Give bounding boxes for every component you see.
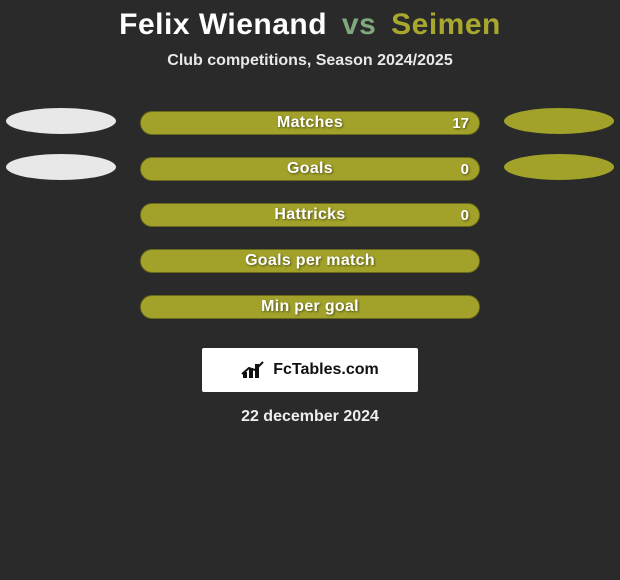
stat-row: Matches17 (0, 100, 620, 146)
stat-bar: Matches17 (140, 111, 480, 135)
stat-bar: Goals per match (140, 249, 480, 273)
stat-row: Min per goal (0, 284, 620, 330)
stat-bar: Min per goal (140, 295, 480, 319)
player2-marker (504, 108, 614, 134)
subtitle: Club competitions, Season 2024/2025 (0, 52, 620, 70)
stat-value-right: 17 (452, 112, 469, 134)
stat-row: Goals per match (0, 238, 620, 284)
stat-value-right: 0 (461, 158, 469, 180)
stats-rows: Matches17Goals0Hattricks0Goals per match… (0, 100, 620, 330)
player1-marker (6, 108, 116, 134)
vs-text: vs (342, 8, 376, 41)
stat-label: Matches (141, 112, 479, 134)
source-badge: FcTables.com (202, 348, 418, 392)
stat-label: Hattricks (141, 204, 479, 226)
badge-text: FcTables.com (273, 361, 379, 379)
stat-label: Goals per match (141, 250, 479, 272)
stat-row: Hattricks0 (0, 192, 620, 238)
stat-bar: Hattricks0 (140, 203, 480, 227)
stat-bar: Goals0 (140, 157, 480, 181)
player1-marker (6, 154, 116, 180)
stat-value-right: 0 (461, 204, 469, 226)
stat-label: Goals (141, 158, 479, 180)
player2-name: Seimen (391, 8, 501, 41)
date-text: 22 december 2024 (0, 408, 620, 426)
comparison-widget: Felix Wienand vs Seimen Club competition… (0, 0, 620, 426)
player1-name: Felix Wienand (119, 8, 327, 41)
stat-row: Goals0 (0, 146, 620, 192)
player2-marker (504, 154, 614, 180)
stat-label: Min per goal (141, 296, 479, 318)
chart-icon (241, 360, 267, 380)
page-title: Felix Wienand vs Seimen (0, 8, 620, 42)
